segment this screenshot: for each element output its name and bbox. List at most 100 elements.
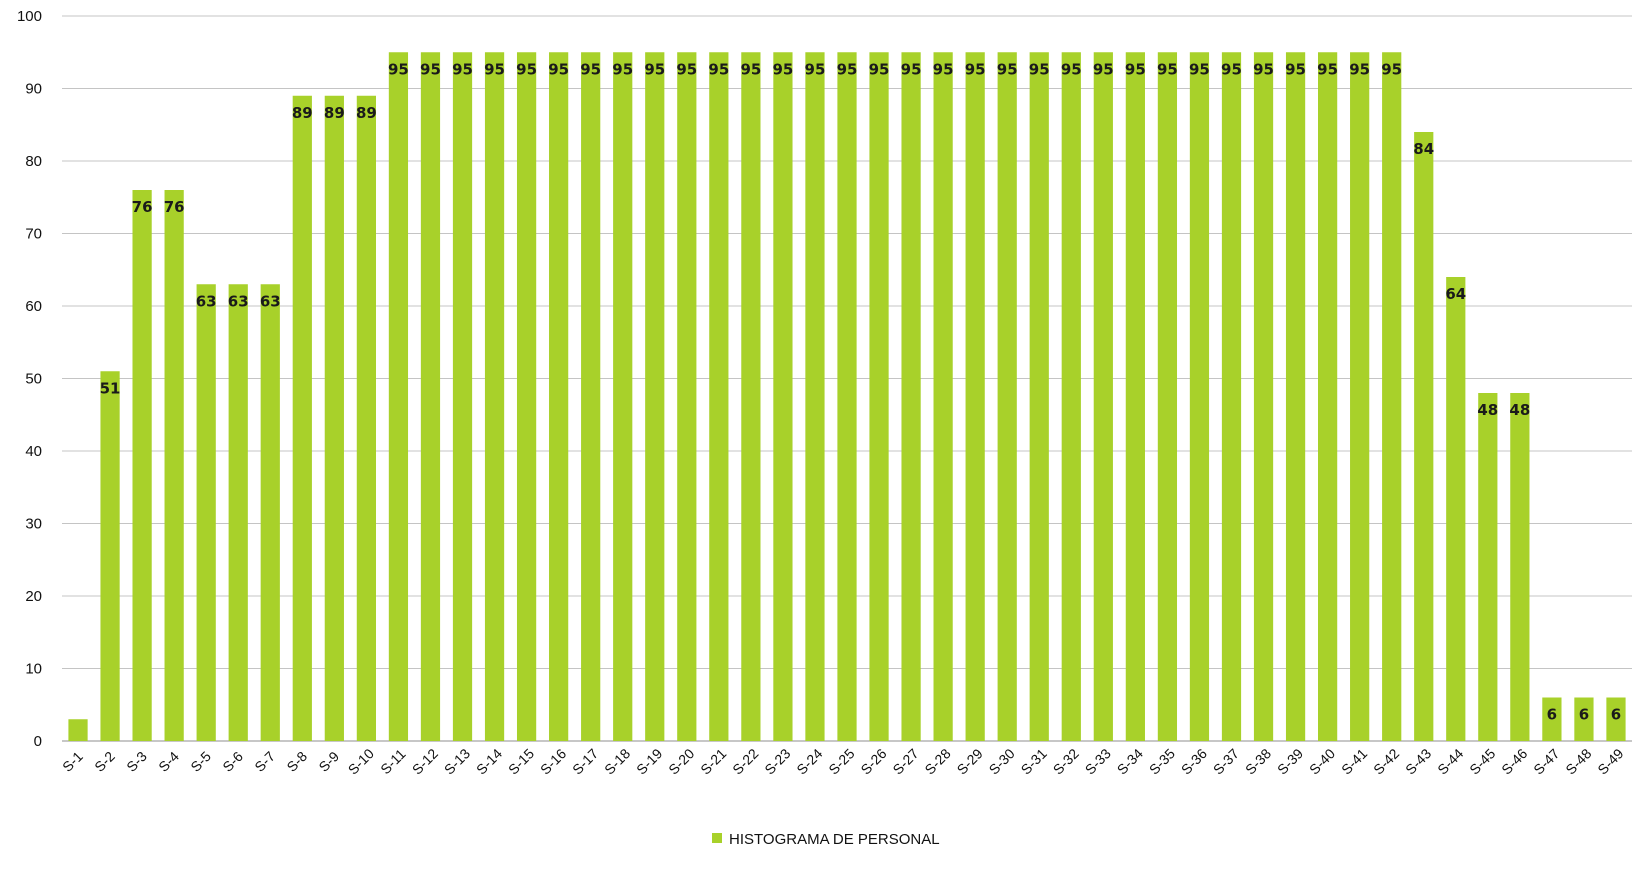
x-tick-label: S-15 — [505, 745, 537, 777]
data-label: 63 — [228, 292, 249, 310]
bar — [260, 284, 280, 741]
bar — [1350, 52, 1370, 741]
x-tick-label: S-4 — [155, 748, 182, 775]
x-tick-label: S-40 — [1306, 745, 1338, 777]
x-tick-label: S-5 — [187, 748, 214, 775]
data-label: 95 — [420, 60, 441, 78]
bar — [420, 52, 441, 741]
data-label: 95 — [708, 60, 729, 78]
data-label: 95 — [388, 60, 409, 78]
bar — [292, 95, 312, 741]
data-label: 89 — [356, 104, 377, 122]
bar — [68, 719, 88, 741]
bar — [1318, 52, 1338, 741]
x-tick-label: S-34 — [1114, 745, 1146, 777]
data-label: 95 — [452, 60, 473, 78]
data-label: 95 — [997, 60, 1018, 78]
x-tick-label: S-35 — [1146, 745, 1178, 777]
x-tick-label: S-9 — [315, 748, 342, 775]
x-tick-label: S-23 — [761, 745, 793, 777]
data-label: 95 — [1093, 60, 1114, 78]
data-label: 95 — [933, 60, 954, 78]
x-tick-label: S-43 — [1402, 745, 1434, 777]
x-tick-label: S-36 — [1178, 745, 1210, 777]
bar — [228, 284, 248, 741]
bars — [68, 52, 1626, 741]
data-label: 51 — [100, 379, 121, 397]
bar — [677, 52, 697, 741]
x-tick-label: S-22 — [729, 745, 761, 777]
bar — [1574, 697, 1594, 741]
bar — [1446, 277, 1466, 741]
x-tick-label: S-25 — [825, 745, 857, 777]
x-tick-label: S-42 — [1370, 745, 1402, 777]
x-tick-label: S-8 — [283, 748, 310, 775]
x-tick-label: S-45 — [1466, 745, 1498, 777]
x-tick-label: S-13 — [441, 745, 473, 777]
bar — [1285, 52, 1306, 741]
data-label: 95 — [1189, 60, 1210, 78]
y-tick-label: 0 — [34, 733, 42, 750]
data-label: 95 — [516, 60, 537, 78]
y-tick-label: 60 — [25, 298, 42, 315]
data-label: 95 — [1061, 60, 1082, 78]
bar — [645, 52, 665, 741]
x-tick-label: S-27 — [889, 745, 921, 777]
x-tick-label: S-41 — [1338, 745, 1370, 777]
data-label: 95 — [837, 60, 858, 78]
bar — [1061, 52, 1081, 741]
bar — [805, 52, 825, 741]
y-tick-label: 80 — [25, 153, 42, 170]
x-tick-label: S-7 — [251, 748, 278, 775]
bar — [709, 52, 729, 741]
data-label: 95 — [484, 60, 505, 78]
data-label: 95 — [1253, 60, 1274, 78]
bar — [1414, 132, 1434, 741]
bar — [1542, 697, 1562, 741]
data-label: 95 — [805, 60, 826, 78]
data-label: 84 — [1413, 140, 1434, 158]
y-tick-label: 30 — [25, 516, 42, 533]
data-label: 95 — [1381, 60, 1402, 78]
x-tick-label: S-30 — [986, 745, 1018, 777]
x-tick-label: S-29 — [954, 745, 986, 777]
x-tick-label: S-3 — [123, 748, 150, 775]
data-label: 63 — [260, 292, 281, 310]
x-tick-label: S-1 — [59, 748, 86, 775]
bar — [869, 52, 889, 741]
data-label: 6 — [1579, 706, 1589, 724]
data-label: 95 — [1221, 60, 1242, 78]
legend-label: HISTOGRAMA DE PERSONAL — [729, 831, 940, 848]
y-tick-label: 70 — [25, 226, 42, 243]
x-tick-label: S-32 — [1050, 745, 1082, 777]
data-label: 95 — [1317, 60, 1338, 78]
x-tick-label: S-26 — [857, 745, 889, 777]
data-label: 64 — [1445, 285, 1466, 303]
bar — [356, 95, 376, 741]
bar — [452, 52, 473, 741]
data-label: 95 — [869, 60, 890, 78]
bar — [1478, 393, 1498, 741]
bar — [965, 52, 985, 741]
data-label: 6 — [1611, 706, 1621, 724]
x-tick-label: S-46 — [1498, 745, 1530, 777]
data-labels: 51 76 76 63 63 63 89 89 89 95 95 95 95 95 95 95 95 95 95 95… — [100, 60, 1622, 723]
x-tick-label: S-39 — [1274, 745, 1306, 777]
bar — [1189, 52, 1210, 741]
data-label: 76 — [164, 198, 185, 216]
bar — [100, 371, 120, 741]
bar — [484, 52, 505, 741]
bar — [581, 52, 601, 741]
bar — [613, 52, 633, 741]
bar — [164, 190, 184, 741]
bar — [549, 52, 569, 741]
data-label: 95 — [901, 60, 922, 78]
x-tick-label: S-2 — [91, 748, 118, 775]
data-label: 95 — [580, 60, 601, 78]
data-label: 89 — [324, 104, 345, 122]
y-tick-label: 100 — [17, 8, 42, 25]
data-label: 95 — [1349, 60, 1370, 78]
bar — [516, 52, 537, 741]
